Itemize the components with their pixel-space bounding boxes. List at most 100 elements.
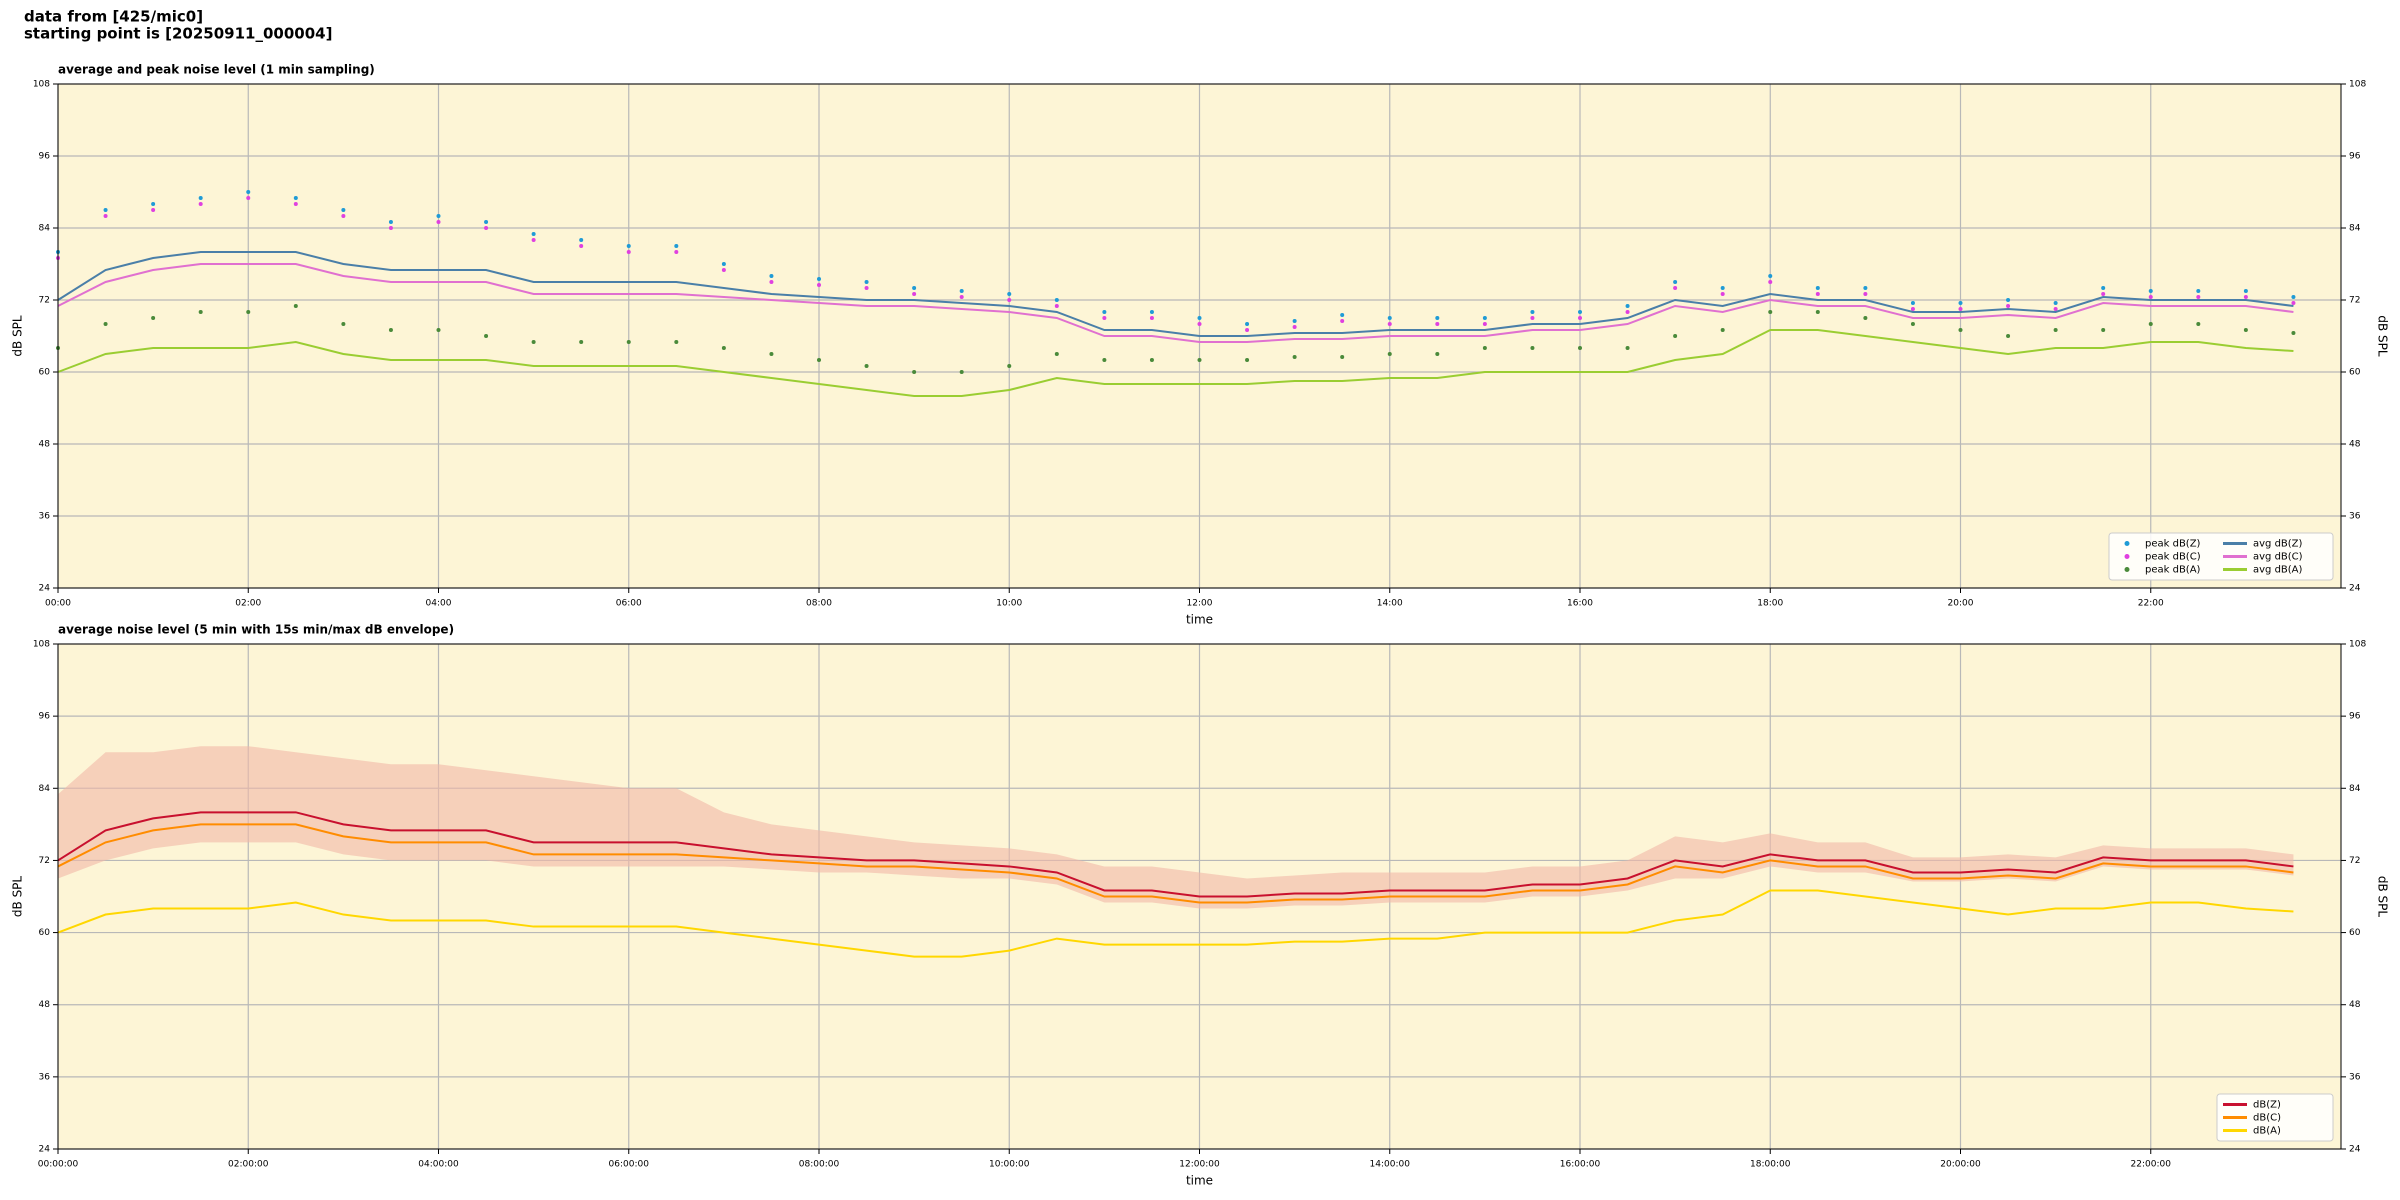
peak-point <box>2006 304 2011 308</box>
x-axis-label: time <box>1186 613 1213 627</box>
legend-label: avg dB(Z) <box>2253 539 2303 550</box>
y2-axis-label: dB SPL <box>2376 315 2390 357</box>
peak-point <box>388 226 393 230</box>
header-line: data from [425/mic0] <box>24 8 203 26</box>
series-line <box>57 263 2294 343</box>
x-tick-label: 10:00 <box>996 599 1022 609</box>
peak-point <box>579 244 584 248</box>
y-axis-label: dB SPL <box>11 315 25 357</box>
peak-point <box>531 232 536 236</box>
peak-point <box>1815 292 1820 296</box>
peak-point <box>1910 307 1915 311</box>
peak-point <box>721 268 726 272</box>
legend-label: peak dB(C) <box>2145 552 2201 563</box>
peak-point <box>388 328 393 332</box>
peak-point <box>1625 346 1630 350</box>
peak-point <box>2148 289 2153 293</box>
peak-point <box>959 295 964 299</box>
legend-label: peak dB(A) <box>2145 565 2201 576</box>
peak-point <box>436 220 441 224</box>
peak-point <box>864 286 869 290</box>
peak-point <box>721 346 726 350</box>
x-tick-label: 00:00:00 <box>38 1160 79 1170</box>
x-tick-label: 08:00:00 <box>799 1160 840 1170</box>
header-line: starting point is [20250911_000004] <box>24 25 332 43</box>
legend-label: dB(A) <box>2253 1126 2281 1137</box>
peak-point <box>769 352 774 356</box>
x-axis-label: time <box>1186 1174 1213 1188</box>
y2-tick-label: 108 <box>2349 640 2366 650</box>
peak-point <box>912 292 917 296</box>
y2-tick-label: 36 <box>2349 512 2361 522</box>
y-tick-label: 72 <box>39 856 50 866</box>
peak-point <box>103 208 108 212</box>
peak-point <box>1768 274 1773 278</box>
peak-point <box>2148 295 2153 299</box>
y2-tick-label: 84 <box>2349 784 2361 794</box>
peak-point <box>1910 301 1915 305</box>
y2-tick-label: 48 <box>2349 1000 2361 1010</box>
peak-point <box>103 214 108 218</box>
x-tick-label: 08:00 <box>806 599 832 609</box>
x-tick-label: 04:00 <box>426 599 452 609</box>
y2-tick-label: 96 <box>2349 152 2361 162</box>
y-tick-label: 108 <box>33 80 50 90</box>
peak-point <box>626 340 631 344</box>
peak-point <box>293 304 298 308</box>
peak-point <box>1435 316 1440 320</box>
peak-point <box>1149 316 1154 320</box>
peak-point <box>293 202 298 206</box>
peak-point <box>817 283 821 287</box>
series-line <box>57 823 2294 904</box>
peak-point <box>341 214 346 218</box>
peak-point <box>959 289 964 293</box>
y-tick-label: 108 <box>33 640 50 650</box>
peak-point <box>674 244 679 248</box>
x-tick-label: 16:00:00 <box>1560 1160 1601 1170</box>
peak-point <box>1673 280 1678 284</box>
peak-point <box>1530 346 1535 350</box>
peak-point <box>769 274 774 278</box>
peak-point <box>2243 289 2248 293</box>
peak-point <box>1387 316 1392 320</box>
peak-point <box>484 226 489 230</box>
x-tick-label: 04:00:00 <box>418 1160 459 1170</box>
y2-tick-label: 108 <box>2349 80 2366 90</box>
peak-point <box>246 190 251 194</box>
peak-point <box>1435 352 1440 356</box>
peak-point <box>2196 322 2201 326</box>
peak-point <box>1197 358 1202 362</box>
peak-point <box>2243 295 2248 299</box>
peak-point <box>1197 322 1202 326</box>
x-tick-label: 18:00:00 <box>1750 1160 1791 1170</box>
peak-point <box>1245 322 1250 326</box>
y2-tick-label: 48 <box>2349 440 2361 450</box>
x-tick-label: 06:00:00 <box>609 1160 650 1170</box>
legend-marker <box>2124 567 2130 572</box>
peak-point <box>2101 286 2106 290</box>
y-tick-label: 84 <box>39 784 51 794</box>
peak-point <box>817 358 821 362</box>
series-line <box>57 329 2294 397</box>
x-tick-label: 14:00:00 <box>1370 1160 1411 1170</box>
peak-point <box>674 340 679 344</box>
legend-label: dB(C) <box>2253 1113 2281 1124</box>
peak-point <box>1149 310 1154 314</box>
peak-point <box>246 196 251 200</box>
x-tick-label: 12:00 <box>1187 599 1213 609</box>
peak-point <box>1863 292 1868 296</box>
x-tick-label: 18:00 <box>1757 599 1783 609</box>
peak-point <box>341 208 346 212</box>
peak-point <box>2196 295 2201 299</box>
peak-point <box>1578 310 1582 314</box>
y-axis-label: dB SPL <box>11 876 25 918</box>
x-tick-label: 14:00 <box>1377 599 1403 609</box>
series-line <box>57 889 2294 958</box>
peak-point <box>1910 322 1915 326</box>
series-line <box>57 811 2294 898</box>
legend-label: peak dB(Z) <box>2145 539 2201 550</box>
peak-point <box>2148 322 2153 326</box>
peak-point <box>1340 313 1345 317</box>
peak-point <box>1007 364 1012 368</box>
peak-point <box>198 310 203 314</box>
